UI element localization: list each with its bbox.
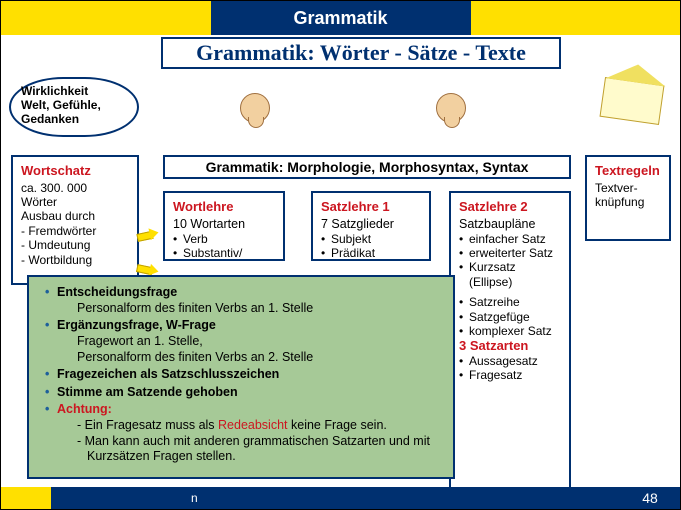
box-header: Satzlehre 2: [459, 199, 561, 215]
slide-title: Grammatik: Wörter - Sätze - Texte: [161, 37, 561, 69]
satzlehre1-list: Subjekt Prädikat: [321, 232, 421, 261]
title-strip-category: Grammatik: [211, 1, 471, 35]
list-item: erweiterter Satz: [459, 246, 561, 260]
clipart-envelope: [600, 77, 665, 125]
three-satzarten: 3 Satzarten: [459, 338, 561, 354]
list-item: Satzreihe: [459, 295, 561, 309]
box-sub: 7 Satzglieder: [321, 217, 421, 232]
overlay-item: Achtung:- Ein Fragesatz muss als Redeabs…: [45, 402, 443, 465]
list-item: Wörter: [21, 195, 129, 209]
box-sub: Satzbaupläne: [459, 217, 561, 232]
cloud-line: Welt, Gefühle,: [21, 99, 127, 113]
satzlehre2-list-b: Satzreihe Satzgefüge komplexer Satz: [459, 295, 561, 338]
box-wortschatz: Wortschatz ca. 300. 000 Wörter Ausbau du…: [11, 155, 139, 285]
heading-morphologie: Grammatik: Morphologie, Morphosyntax, Sy…: [163, 155, 571, 179]
overlay-fragesatz: EntscheidungsfragePersonalform des finit…: [27, 275, 455, 479]
overlay-item: Stimme am Satzende gehoben: [45, 385, 443, 401]
title-strip-left: [1, 1, 211, 35]
box-sub: 10 Wortarten: [173, 217, 275, 232]
box-header: Textregeln: [595, 163, 661, 179]
box-wortlehre: Wortlehre 10 Wortarten Verb Substantiv/: [163, 191, 285, 261]
title-strip: Grammatik: [1, 1, 680, 35]
list-item: Substantiv/: [173, 246, 275, 260]
list-item: Satzgefüge: [459, 310, 561, 324]
satzlehre2-list-a: einfacher Satz erweiterter Satz Kurzsatz…: [459, 232, 561, 290]
list-item: Fragesatz: [459, 368, 561, 382]
list-item: komplexer Satz: [459, 324, 561, 338]
footer-bar: n 48: [1, 487, 680, 509]
box-satzlehre1: Satzlehre 1 7 Satzglieder Subjekt Prädik…: [311, 191, 431, 261]
list-item: einfacher Satz: [459, 232, 561, 246]
satzlehre2-list-c: Aussagesatz Fragesatz: [459, 354, 561, 383]
wortschatz-list: ca. 300. 000 Wörter Ausbau durch - Fremd…: [21, 181, 129, 267]
overlay-item: Fragezeichen als Satzschlusszeichen: [45, 367, 443, 383]
footer-mid: n: [51, 487, 620, 509]
list-item: ca. 300. 000: [21, 181, 129, 195]
footer-page-number: 48: [620, 487, 680, 509]
list-item: - Fremdwörter: [21, 224, 129, 238]
textregeln-body: Textver- knüpfung: [595, 181, 661, 210]
overlay-item: EntscheidungsfragePersonalform des finit…: [45, 285, 443, 316]
list-item: - Wortbildung: [21, 253, 129, 267]
box-textregeln: Textregeln Textver- knüpfung: [585, 155, 671, 241]
slide-root: Grammatik Grammatik: Wörter - Sätze - Te…: [0, 0, 681, 510]
box-satzlehre2: Satzlehre 2 Satzbaupläne einfacher Satz …: [449, 191, 571, 491]
title-strip-right: [471, 1, 681, 35]
box-header: Satzlehre 1: [321, 199, 421, 215]
list-item: Prädikat: [321, 246, 421, 260]
list-item: Verb: [173, 232, 275, 246]
wortlehre-list: Verb Substantiv/: [173, 232, 275, 261]
clipart-kid-1: [225, 83, 285, 133]
cloud-wirklichkeit: Wirklichkeit Welt, Gefühle, Gedanken: [9, 77, 139, 137]
overlay-item: Ergänzungsfrage, W-FrageFragewort an 1. …: [45, 318, 443, 365]
list-item: Ausbau durch: [21, 209, 129, 223]
list-item: Subjekt: [321, 232, 421, 246]
clipart-kid-2: [421, 83, 481, 133]
list-item: - Umdeutung: [21, 238, 129, 252]
cloud-line: Wirklichkeit: [21, 85, 127, 99]
list-item: Kurzsatz (Ellipse): [459, 260, 561, 289]
list-item: Aussagesatz: [459, 354, 561, 368]
cloud-line: Gedanken: [21, 113, 127, 127]
arrow-icon: [136, 227, 160, 243]
footer-left: [1, 487, 51, 509]
box-header: Wortschatz: [21, 163, 129, 179]
box-header: Wortlehre: [173, 199, 275, 215]
